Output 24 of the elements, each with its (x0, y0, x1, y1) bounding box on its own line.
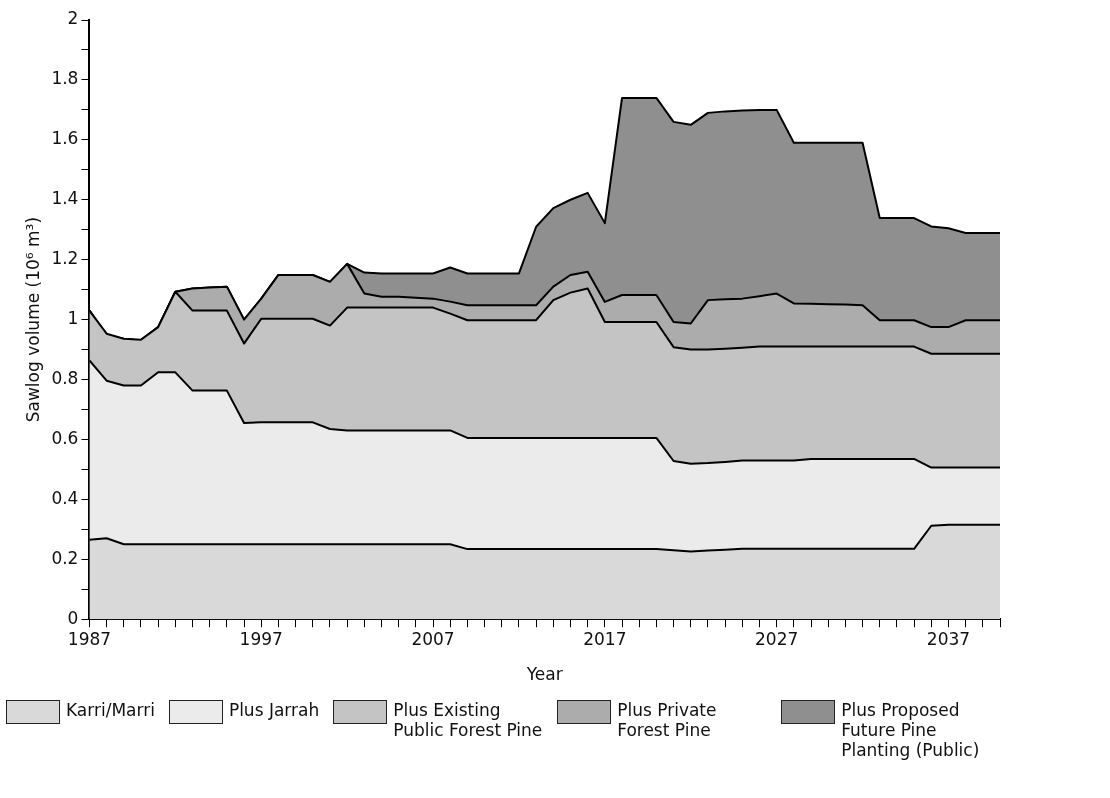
y-tick-label: 1.6 (51, 128, 79, 149)
y-tick-label: 0.8 (51, 367, 79, 388)
x-axis-title: Year (525, 664, 563, 685)
y-tick-label: 0.2 (51, 547, 79, 568)
x-tick-label: 2017 (583, 628, 627, 649)
x-tick-label: 2027 (755, 628, 799, 649)
legend-label: Plus Jarrah (228, 700, 320, 720)
x-tick-label: 1997 (239, 628, 283, 649)
y-tick-label: 2 (67, 8, 79, 29)
y-tick-label: 0.6 (51, 427, 79, 448)
x-tick-label: 2037 (926, 628, 971, 649)
y-axis-title: Sawlog volume (10⁶ m³) (22, 216, 43, 423)
legend-label: Plus Existing Public Forest Pine (393, 700, 544, 740)
y-tick-label: 1.8 (51, 68, 79, 89)
legend-label: Plus Proposed Future Pine Planting (Public) (841, 700, 981, 760)
legend-label: Karri/Marri (66, 700, 155, 720)
y-tick-label: 1 (67, 308, 79, 329)
y-tick-label: 1.2 (51, 248, 79, 269)
y-tick-label: 1.4 (51, 188, 79, 209)
x-tick-label: 2007 (411, 628, 455, 649)
legend-label: Plus Private Forest Pine (617, 700, 718, 740)
y-tick-label: 0 (67, 607, 79, 628)
x-tick-label: 1987 (67, 628, 112, 649)
y-tick-label: 0.4 (51, 487, 79, 508)
